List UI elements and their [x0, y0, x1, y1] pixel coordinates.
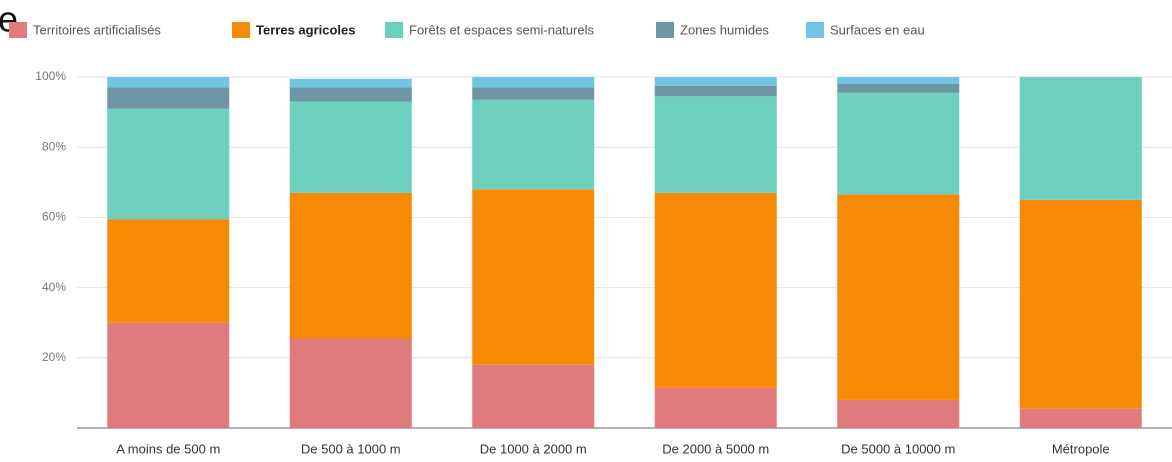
- bar-segment: [654, 77, 777, 86]
- bar-segment: [1019, 77, 1142, 200]
- legend-label: Surfaces en eau: [830, 22, 925, 37]
- legend-swatch: [806, 22, 824, 38]
- bar-segment: [472, 364, 595, 428]
- x-tick-label: De 2000 à 5000 m: [662, 441, 769, 456]
- bar-segment: [289, 87, 412, 102]
- x-tick-label: De 5000 à 10000 m: [841, 441, 955, 456]
- bar-segment: [472, 87, 595, 100]
- y-tick-label: 100%: [35, 69, 66, 83]
- legend-swatch: [9, 22, 27, 38]
- bar-segment: [654, 192, 777, 388]
- y-tick-label: 60%: [42, 210, 66, 224]
- bar-segment: [472, 77, 595, 88]
- bar-segment: [837, 92, 960, 195]
- x-tick-label: A moins de 500 m: [116, 441, 220, 456]
- bar-segment: [837, 84, 960, 93]
- legend-swatch: [232, 22, 250, 38]
- bar-segment: [654, 85, 777, 97]
- x-tick-label: De 1000 à 2000 m: [480, 441, 587, 456]
- bar-segment: [837, 194, 960, 400]
- y-tick-label: 20%: [42, 350, 66, 364]
- bar-segment: [837, 399, 960, 428]
- bar-segment: [289, 78, 412, 88]
- bar-segment: [654, 387, 777, 428]
- bar-segment: [1019, 408, 1142, 428]
- bar-segment: [107, 87, 230, 109]
- bar-segment: [107, 108, 230, 220]
- bar-segment: [107, 77, 230, 88]
- y-tick-label: 40%: [42, 280, 66, 294]
- legend-swatch: [385, 22, 403, 38]
- bar-segment: [289, 338, 412, 428]
- bar-segment: [289, 192, 412, 339]
- bar-segment: [472, 189, 595, 365]
- bar-segment: [107, 322, 230, 428]
- bar-segment: [654, 96, 777, 193]
- bar-segment: [1019, 199, 1142, 409]
- legend-label: Terres agricoles: [256, 22, 355, 37]
- bar-segment: [289, 101, 412, 193]
- bar-segment: [472, 99, 595, 190]
- legend-label: Territoires artificialisés: [33, 22, 161, 37]
- legend-swatch: [656, 22, 674, 38]
- x-tick-label: De 500 à 1000 m: [301, 441, 401, 456]
- y-tick-label: 80%: [42, 139, 66, 153]
- x-tick-label: Métropole: [1052, 441, 1110, 456]
- bar-segment: [107, 219, 230, 323]
- legend-label: Forêts et espaces semi-naturels: [409, 22, 594, 37]
- bar-segment: [837, 77, 960, 85]
- legend-label: Zones humides: [680, 22, 769, 37]
